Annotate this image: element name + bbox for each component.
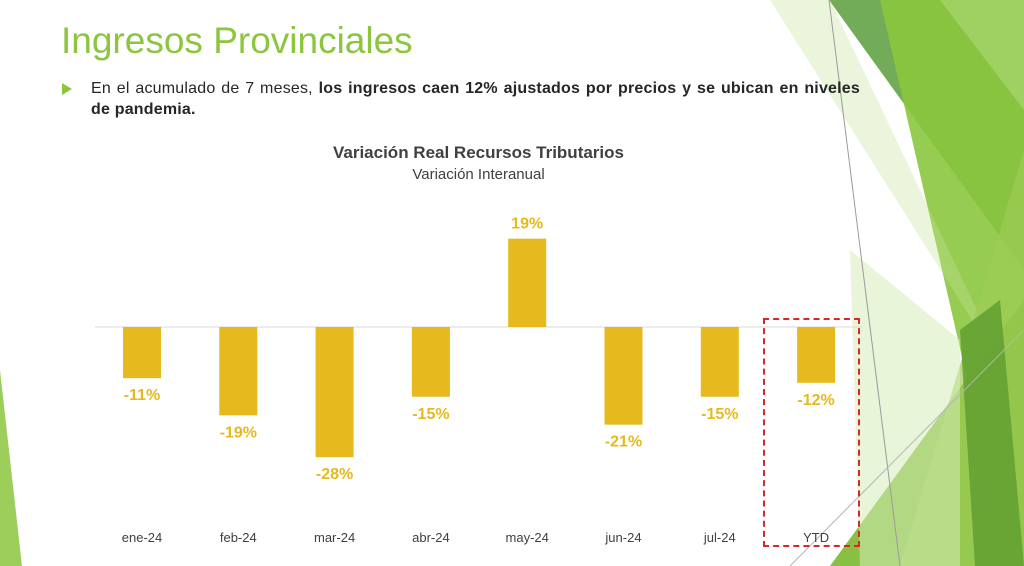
bar-jul-24 — [700, 327, 739, 397]
deco-triangle-4 — [770, 0, 1010, 380]
chart-title: Variación Real Recursos Tributarios — [332, 143, 624, 162]
data-label-abr-24: -15% — [412, 406, 449, 423]
deco-thin-line-1 — [828, 0, 901, 566]
bar-abr-24 — [411, 327, 450, 397]
bar-ene-24 — [123, 327, 161, 379]
chart-subtitle: Variación Interanual — [412, 166, 545, 183]
bullet-text: En el acumulado de 7 meses, los ingresos… — [91, 78, 860, 120]
bar-jun-24 — [604, 327, 643, 425]
ytd-highlight-box — [763, 318, 860, 547]
bullet-text-plain: En el acumulado de 7 meses, — [91, 80, 319, 97]
bar-mar-24 — [315, 327, 354, 458]
data-label-jun-24: -21% — [605, 434, 642, 451]
bullet-text-bold: los ingresos caen 12% ajustados por prec… — [91, 80, 860, 118]
x-tick-label-feb-24: feb-24 — [220, 530, 257, 545]
data-label-YTD: -12% — [797, 392, 834, 409]
data-label-feb-24: -19% — [220, 424, 257, 441]
deco-triangle-8 — [960, 300, 1024, 566]
data-label-ene-24: -11% — [124, 387, 160, 404]
x-tick-label-jul-24: jul-24 — [703, 530, 736, 545]
x-tick-label-YTD: YTD — [803, 530, 829, 545]
data-label-may-24: 19% — [511, 216, 543, 233]
x-tick-label-ene-24: ene-24 — [122, 530, 162, 545]
triangle-bullet-icon — [62, 83, 72, 95]
deco-thin-line-2 — [789, 329, 1024, 566]
data-label-mar-24: -28% — [316, 466, 353, 483]
data-labels-group: -11% -19% -28% -15% 19% -21% -15% -12% — [124, 216, 835, 484]
left-green-triangle — [0, 370, 22, 566]
deco-triangle-3 — [940, 0, 1024, 110]
x-tick-label-jun-24: jun-24 — [604, 530, 641, 545]
bullet-point: En el acumulado de 7 meses, los ingresos… — [62, 78, 860, 120]
x-axis-labels-group: ene-24 feb-24 mar-24 abr-24 may-24 jun-24 jul-… — [122, 530, 829, 545]
data-label-jul-24: -15% — [701, 406, 738, 423]
x-tick-label-abr-24: abr-24 — [412, 530, 450, 545]
slide-title: Ingresos Provinciales — [61, 20, 413, 61]
bar-feb-24 — [219, 327, 258, 416]
bar-may-24 — [508, 238, 547, 327]
x-tick-label-mar-24: mar-24 — [314, 530, 355, 545]
bar-YTD — [797, 327, 836, 383]
deco-triangle-7 — [850, 250, 960, 566]
bars-group — [123, 238, 836, 458]
x-tick-label-may-24: may-24 — [506, 530, 549, 545]
